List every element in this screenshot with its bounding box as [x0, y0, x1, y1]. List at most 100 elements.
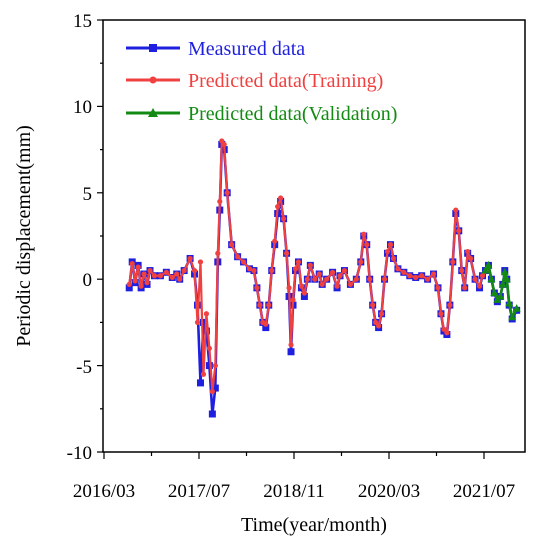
data-point-training: [384, 248, 391, 255]
x-tick-label-2016-03: 2016/03: [73, 481, 135, 502]
data-point-training: [144, 280, 150, 286]
data-point-training: [254, 285, 260, 291]
y-axis: 15 10 5 0 -5 -10 Periodic displacement(m…: [13, 11, 103, 464]
data-point-training: [126, 281, 132, 287]
data-point-training: [438, 311, 444, 317]
data-point-training: [163, 269, 169, 275]
y-axis-title: Periodic displacement(mm): [13, 125, 35, 347]
x-axis-title: Time(year/month): [241, 514, 387, 536]
data-point-training: [286, 285, 292, 291]
data-point-training: [141, 271, 147, 277]
x-tick-label-2017-07: 2017/07: [168, 481, 230, 502]
data-point-measured: [199, 318, 207, 326]
y-tick-label-5: 5: [83, 184, 93, 205]
data-point-training: [390, 255, 397, 262]
data-point-training: [288, 342, 294, 348]
data-point-training: [347, 281, 354, 287]
x-tick-label-2018-11: 2018/11: [263, 481, 325, 502]
data-point-training: [444, 330, 450, 336]
y-tick-label-15: 15: [73, 11, 92, 32]
data-point-training: [169, 274, 175, 281]
data-point-training: [129, 261, 135, 267]
data-point-training: [479, 273, 486, 279]
data-point-validation: [496, 291, 505, 300]
data-point-training: [281, 216, 287, 222]
x-tick-label-2020-03: 2020/03: [358, 481, 420, 502]
data-point-training: [147, 267, 153, 274]
data-point-training: [278, 195, 284, 201]
data-point-training: [307, 262, 313, 268]
data-point-validation: [512, 304, 521, 312]
data-point-training: [298, 283, 305, 289]
data-point-training: [209, 388, 215, 395]
data-point-training: [263, 321, 269, 327]
series-line-validation: [484, 264, 518, 319]
series-layer: [125, 138, 521, 418]
data-point-training: [465, 248, 471, 255]
data-point-training: [304, 276, 310, 282]
legend-item-measured: Measured data: [126, 38, 305, 60]
data-point-training: [395, 266, 401, 272]
data-point-measured: [211, 384, 219, 392]
data-point-training: [419, 273, 425, 279]
data-point-training: [316, 271, 322, 277]
data-point-training: [435, 285, 441, 291]
data-point-training: [376, 323, 382, 329]
data-point-training: [413, 274, 419, 281]
data-point-training: [373, 319, 379, 325]
data-point-measured: [205, 362, 213, 370]
data-point-training: [212, 363, 218, 369]
data-point-training: [177, 276, 183, 282]
data-point-measured: [125, 284, 133, 292]
data-point-training: [206, 345, 212, 351]
data-point-training: [430, 271, 437, 277]
data-point-training: [200, 371, 207, 377]
data-point-training: [221, 141, 227, 148]
legend-item-training: Predicted data(Training): [126, 70, 383, 92]
y-tick-label-minus5: -5: [76, 357, 92, 378]
legend-marker-training: [149, 76, 157, 84]
data-point-training: [381, 276, 388, 282]
data-point-training: [246, 266, 253, 272]
legend: Measured data Predicted data(Training) P…: [126, 38, 397, 125]
series-measured: [125, 140, 521, 418]
data-point-training: [215, 250, 221, 256]
data-point-training: [450, 259, 456, 265]
legend-marker-validation: [148, 108, 158, 117]
x-axis: 2016/03 2017/07 2018/11 2020/03 2021/07 …: [73, 452, 515, 536]
x-tick-label-2021-07: 2021/07: [453, 481, 515, 502]
legend-label-validation: Predicted data(Validation): [188, 103, 397, 125]
data-point-training: [132, 278, 138, 284]
data-point-training: [229, 242, 235, 248]
data-point-training: [358, 259, 364, 265]
data-point-training: [329, 269, 336, 275]
data-point-training: [251, 267, 257, 274]
data-point-validation: [481, 266, 490, 274]
y-tick-label-0: 0: [83, 270, 93, 291]
data-point-training: [240, 259, 247, 265]
data-point-training: [341, 267, 348, 274]
data-point-validation: [498, 279, 507, 288]
data-point-validation: [500, 267, 509, 276]
data-point-training: [476, 283, 483, 289]
data-point-training: [295, 259, 302, 265]
data-point-training: [312, 276, 318, 282]
data-point-training: [441, 326, 447, 332]
data-point-measured: [300, 292, 308, 300]
data-point-validation: [490, 288, 499, 297]
data-point-training: [387, 242, 394, 248]
data-point-validation: [484, 260, 493, 269]
data-point-training: [187, 255, 193, 262]
data-point-training: [194, 319, 201, 325]
data-point-measured: [196, 379, 204, 387]
data-point-training: [191, 267, 198, 274]
legend-label-training: Predicted data(Training): [188, 70, 383, 92]
y-tick-label-10: 10: [73, 97, 92, 118]
data-point-training: [424, 276, 431, 282]
legend-item-validation: Predicted data(Validation): [126, 103, 397, 125]
data-point-training: [453, 207, 459, 213]
data-point-validation: [505, 298, 514, 307]
data-point-validation: [487, 274, 496, 283]
data-point-training: [364, 242, 370, 248]
data-point-training: [266, 302, 272, 308]
